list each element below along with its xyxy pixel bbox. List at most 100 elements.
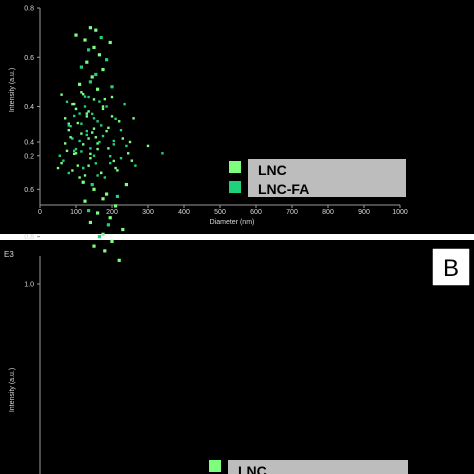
panel-b-point-lnc: [83, 199, 87, 203]
panel-a-point-lnc-fa: [98, 100, 101, 103]
panel-b-point-lnc: [112, 159, 115, 163]
panel-a-point-lnc-fa: [96, 174, 99, 177]
panel-b: E3 1.0 0.8 0.6 0.4 Intensity (a.u.) B LNC: [0, 91, 474, 474]
panel-a-point-lnc-fa: [125, 144, 128, 148]
panel-a-point-lnc: [121, 137, 124, 140]
panel-b-point-lnc-fa: [67, 124, 70, 127]
panel-b-point-lnc: [101, 197, 105, 201]
panel-a-point-lnc-fa: [58, 154, 61, 157]
panel-a-point-lnc: [74, 33, 78, 37]
panel-a-point-lnc-fa: [89, 147, 92, 150]
panel-a-point-lnc: [103, 97, 106, 101]
panel-a-point-lnc-fa: [69, 125, 72, 128]
panel-a-point-lnc: [94, 28, 98, 32]
panel-b-point-lnc-fa: [90, 183, 94, 187]
panel-a-legend-lnc-fa-swatch: [229, 181, 241, 193]
panel-a-point-lnc-fa: [85, 129, 88, 133]
panel-a-x-tick-label: 0: [38, 209, 42, 216]
panel-a-y-tick-labels: 0.2 0.4 0.6 0.8: [24, 6, 40, 160]
panel-b-point-lnc: [105, 192, 109, 196]
panel-b-y-tick-labels: 1.0 0.8 0.6 0.4: [24, 140, 40, 289]
panel-a-x-tick-label: 100: [70, 209, 82, 216]
panel-a-point-lnc: [130, 159, 133, 162]
panel-b-point-lnc: [89, 152, 92, 156]
panel-b-point-lnc: [107, 126, 110, 129]
panel-b-point-lnc: [76, 121, 79, 125]
panel-b-point-lnc: [92, 244, 96, 248]
panel-a-point-lnc-fa: [83, 105, 87, 108]
panel-a-point-lnc-fa: [88, 80, 92, 84]
panel-b-point-lnc: [124, 183, 128, 187]
panel-b-point-lnc-fa: [92, 117, 96, 120]
panel-b-point-lnc-fa: [103, 176, 106, 179]
panel-b-point-lnc-fa: [87, 95, 90, 99]
panel-b-point-lnc: [101, 232, 105, 236]
panel-a-legend-box: [248, 159, 406, 197]
panel-a-point-lnc: [82, 92, 85, 96]
panel-a-point-lnc: [60, 161, 63, 165]
panel-b-point-lnc: [101, 107, 105, 111]
panel-a-point-lnc-fa: [92, 154, 96, 157]
panel-b-point-lnc: [117, 258, 121, 262]
panel-a-point-lnc-fa: [62, 159, 65, 162]
panel-a-legend-lnc-fa-label: LNC-FA: [258, 181, 309, 197]
panel-a-point-lnc: [118, 120, 121, 123]
panel-a-points: [56, 26, 164, 177]
panel-b-y-tick-label: 0.6: [24, 187, 34, 194]
panel-a-point-lnc: [107, 147, 110, 150]
panel-a-point-lnc: [127, 152, 130, 155]
panel-a-point-lnc-fa: [91, 112, 94, 116]
panel-b-point-lnc: [91, 131, 94, 134]
panel-a-point-lnc: [83, 38, 87, 42]
panel-a-point-lnc: [88, 26, 92, 30]
panel-a-point-lnc-fa: [119, 157, 123, 160]
panel-b-background: [0, 240, 474, 474]
panel-b-point-lnc-fa: [78, 112, 81, 115]
panel-b-point-lnc: [92, 98, 96, 101]
panel-a-point-lnc-fa: [83, 95, 87, 98]
panel-b-exponent-label: E3: [4, 250, 14, 259]
panel-b-y-tick-label: 0.4: [24, 140, 34, 147]
panel-b-letter-box: [431, 247, 471, 287]
panel-b-point-lnc: [103, 249, 107, 253]
panel-b-points: [60, 91, 135, 262]
panel-b-point-lnc: [85, 112, 88, 115]
panel-b-point-lnc: [80, 91, 83, 94]
panel-a-y-tick-label: 0.2: [24, 153, 34, 160]
panel-a-point-lnc-fa: [110, 85, 114, 89]
panel-a-background: [0, 0, 474, 234]
panel-b-point-lnc-fa: [100, 124, 103, 127]
panel-a-point-lnc: [92, 45, 96, 49]
panel-b-point-lnc: [121, 227, 125, 232]
panel-b-point-lnc-fa: [87, 209, 91, 213]
panel-a-point-lnc: [101, 105, 105, 108]
panel-a-x-tick-label: 900: [358, 209, 370, 216]
panel-a-point-lnc-fa: [71, 137, 74, 140]
panel-b-point-lnc: [82, 143, 85, 146]
panel-b-legend-box: [228, 460, 408, 474]
panel-a-point-lnc: [89, 157, 92, 160]
panel-b-point-lnc: [67, 128, 70, 132]
panel-b-point-lnc: [73, 152, 76, 156]
panel-b-point-lnc: [100, 171, 103, 174]
panel-separator: [0, 234, 474, 240]
panel-a-point-lnc-fa: [73, 149, 76, 153]
panel-b-y-tick-label: 1.0: [24, 282, 34, 289]
panel-a-x-tick-label: 600: [250, 209, 262, 216]
panel-a-point-lnc-fa: [105, 58, 109, 62]
panel-b-y-axis-label: Intensity (a.u.): [9, 368, 16, 412]
panel-a-point-lnc: [97, 53, 101, 57]
panel-a-point-lnc: [56, 166, 60, 170]
panel-a-x-tick-label: 300: [142, 209, 154, 216]
panel-a-y-tick-label: 0.6: [24, 55, 34, 62]
panel-a-point-lnc-fa: [79, 65, 83, 69]
panel-b-point-lnc-fa: [119, 128, 123, 132]
panel-a-point-lnc-fa: [78, 139, 81, 143]
panel-b-point-lnc: [60, 93, 63, 96]
panel-a-x-tick-label: 400: [178, 209, 190, 216]
panel-a-point-lnc: [65, 149, 69, 153]
panel-b-point-lnc: [92, 187, 96, 191]
panel-b-point-lnc-fa: [105, 105, 108, 108]
panel-b-point-lnc-fa: [80, 150, 83, 153]
